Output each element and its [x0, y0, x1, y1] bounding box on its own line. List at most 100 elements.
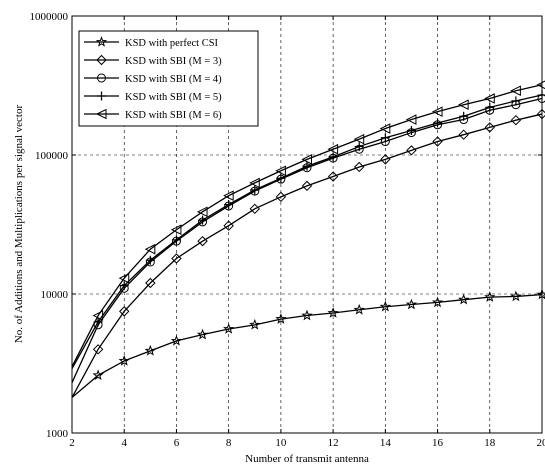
y-tick-label: 10000 — [41, 289, 69, 301]
data-point-plus — [485, 102, 495, 112]
data-point-diamond — [484, 122, 495, 133]
data-point-plus — [250, 185, 260, 195]
data-point-diamond — [458, 129, 469, 140]
data-point-star — [144, 344, 156, 356]
y-tick-label: 1000 — [46, 428, 69, 440]
data-point-plus — [119, 281, 129, 291]
series-1 — [71, 288, 545, 399]
data-point-star — [327, 307, 339, 318]
x-tick-label: 14 — [380, 437, 392, 449]
data-point-diamond — [171, 253, 182, 264]
data-point-plus — [380, 133, 390, 143]
data-point-plus — [406, 126, 416, 136]
series-4 — [71, 90, 545, 370]
data-point-star — [249, 318, 261, 330]
data-point-star — [196, 328, 209, 340]
data-point-star — [92, 369, 104, 381]
legend-entry: KSD with SBI (M = 3) — [84, 54, 222, 67]
x-tick-label: 8 — [226, 437, 232, 449]
data-point-plus — [145, 255, 155, 265]
data-point-star — [431, 296, 444, 308]
plot-frame — [71, 15, 543, 434]
data-point-triangle-left — [196, 206, 208, 218]
data-point-triangle-left — [301, 154, 312, 165]
x-tick-label: 12 — [328, 437, 339, 449]
series-line — [71, 84, 543, 367]
legend-entry: KSD with perfect CSI — [84, 36, 219, 49]
data-point-triangle-left — [170, 224, 182, 236]
data-point-star — [95, 36, 108, 47]
series-line — [71, 113, 543, 398]
data-point-star — [170, 334, 183, 346]
data-point-star — [379, 300, 391, 312]
data-point-diamond — [197, 235, 208, 247]
series-5 — [71, 80, 545, 367]
legend-entry: KSD with SBI (M = 6) — [84, 108, 222, 121]
data-point-triangle-left — [95, 108, 107, 120]
x-tick-label: 18 — [484, 437, 496, 449]
data-point-diamond — [92, 344, 104, 355]
data-point-plus — [354, 142, 364, 152]
data-point-diamond — [301, 180, 313, 192]
data-point-star — [458, 293, 470, 305]
data-point-triangle-left — [405, 114, 417, 125]
data-point-triangle-left — [431, 106, 443, 117]
data-point-diamond — [510, 114, 522, 126]
data-point-diamond — [145, 277, 156, 289]
data-point-plus — [511, 96, 521, 106]
data-point-triangle-left — [118, 272, 130, 284]
data-point-star — [223, 323, 235, 334]
data-point-triangle-left — [484, 93, 495, 104]
x-tick-label: 4 — [121, 437, 127, 449]
data-point-triangle-left — [92, 310, 104, 321]
y-tick-label: 1000000 — [30, 11, 69, 23]
legend-entry: KSD with SBI (M = 4) — [84, 73, 222, 85]
legend-label: KSD with SBI (M = 5) — [125, 92, 222, 103]
y-tick-label: 100000 — [35, 150, 69, 162]
data-point-star — [510, 290, 522, 302]
data-point-plus — [198, 215, 208, 225]
series-line — [71, 97, 543, 383]
legend-label: KSD with SBI (M = 6) — [125, 110, 222, 121]
data-point-plus — [224, 200, 234, 210]
legend-label: KSD with SBI (M = 4) — [125, 74, 222, 85]
legend: KSD with perfect CSI KSD with SBI (M = 3)… — [78, 30, 259, 127]
data-point-diamond — [432, 136, 443, 147]
data-point-diamond — [119, 306, 130, 317]
legend-entry: KSD with SBI (M = 5) — [84, 91, 222, 103]
data-point-diamond — [327, 171, 339, 182]
data-point-plus — [433, 118, 443, 128]
data-point-triangle-left — [144, 243, 156, 255]
data-point-star — [301, 309, 313, 321]
data-point-triangle-left — [275, 165, 286, 177]
y-axis-label: No. of Additions and Multiplications per… — [13, 105, 25, 344]
x-tick-label: 10 — [275, 437, 287, 449]
data-point-plus — [97, 91, 106, 101]
legend-label: KSD with SBI (M = 3) — [125, 56, 222, 67]
x-tick-label: 2 — [69, 437, 75, 449]
data-point-diamond — [380, 154, 391, 165]
data-point-circle — [97, 73, 106, 83]
data-point-plus — [302, 161, 312, 171]
data-point-star — [118, 355, 130, 366]
data-point-diamond — [406, 145, 417, 156]
data-point-diamond — [96, 54, 107, 66]
data-point-triangle-left — [327, 143, 339, 155]
series-line — [71, 293, 543, 399]
data-point-triangle-left — [510, 85, 521, 97]
data-point-diamond — [249, 203, 260, 215]
x-tick-label: 16 — [432, 437, 444, 449]
series-line — [71, 94, 543, 370]
legend-label: KSD with perfect CSI — [125, 38, 219, 49]
x-tick-label: 20 — [537, 437, 545, 449]
data-point-plus — [328, 152, 338, 162]
data-point-star — [405, 298, 418, 310]
data-point-star — [275, 313, 287, 324]
data-point-diamond — [223, 220, 234, 231]
data-point-star — [353, 303, 365, 315]
data-point-triangle-left — [379, 123, 391, 134]
data-point-star — [484, 291, 496, 302]
data-point-triangle-left — [458, 99, 469, 111]
data-point-plus — [459, 111, 469, 121]
